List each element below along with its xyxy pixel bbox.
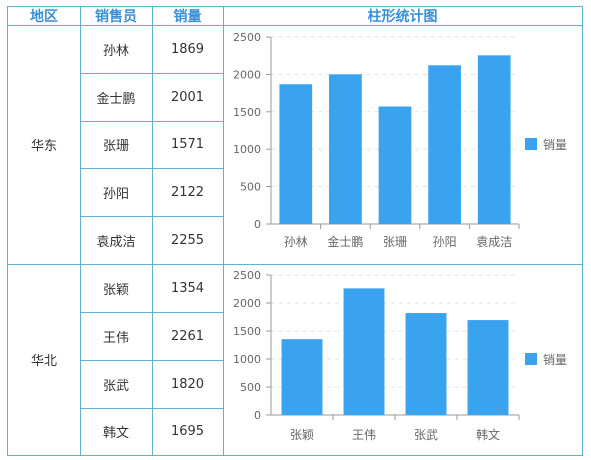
bar (281, 339, 323, 415)
header-salesperson: 销售员 (95, 9, 137, 25)
region-cell: 华东 (30, 139, 57, 154)
sales-table: 地区 销售员 销量 柱形统计图 华东 孙林 1869 金士鹏 2001 张珊 1… (7, 6, 583, 456)
salesperson-cell: 张武 (102, 378, 129, 394)
salesperson-cell: 袁成洁 (96, 234, 136, 250)
y-tick-label: 0 (254, 218, 261, 231)
salesperson-cell: 孙阳 (102, 186, 129, 202)
region-cell: 华北 (30, 354, 57, 369)
header-chart: 柱形统计图 (367, 9, 438, 25)
y-tick-label: 2000 (233, 68, 261, 81)
salesperson-cell: 张珊 (102, 139, 129, 154)
bar (428, 65, 461, 224)
header-divider (8, 25, 582, 26)
row-divider (80, 360, 223, 361)
x-tick-label: 张武 (414, 428, 438, 442)
y-tick-label: 1000 (233, 143, 261, 156)
sales-cell: 1571 (170, 137, 205, 152)
sales-cell: 1820 (170, 376, 205, 392)
y-tick-label: 2000 (233, 297, 261, 310)
y-tick-label: 2500 (233, 31, 261, 44)
x-tick-label: 王伟 (352, 428, 376, 442)
sales-cell: 1695 (170, 424, 205, 439)
salesperson-cell: 孙林 (102, 43, 129, 59)
legend-label[interactable]: 销量 (543, 353, 567, 367)
row-divider (80, 121, 223, 122)
column-divider (223, 7, 224, 455)
legend-swatch[interactable] (525, 353, 537, 365)
salesperson-cell: 张颖 (102, 282, 129, 298)
y-tick-label: 2500 (233, 269, 261, 282)
y-tick-label: 0 (254, 409, 261, 422)
bar-chart-east: 0 500 1000 1500 2000 2500 孙林 金士鹏 张珊 孙阳 袁成洁 销量 (233, 31, 567, 249)
x-tick-label: 袁成洁 (476, 235, 512, 249)
bar (343, 288, 385, 415)
header-sales: 销量 (173, 9, 202, 25)
x-tick-label: 张颖 (290, 428, 314, 442)
y-tick-label: 1000 (233, 353, 261, 366)
sales-cell: 2122 (170, 184, 205, 200)
salesperson-cell: 金士鹏 (96, 91, 136, 107)
row-divider (80, 73, 223, 74)
salesperson-cell: 韩文 (102, 426, 129, 441)
x-tick-label: 金士鹏 (327, 234, 363, 249)
x-tick-label: 韩文 (476, 427, 500, 442)
row-divider (80, 408, 223, 409)
y-tick-label: 500 (240, 381, 261, 394)
salesperson-cell: 王伟 (102, 330, 129, 346)
sales-cell: 1354 (170, 280, 205, 296)
legend-swatch[interactable] (525, 138, 537, 150)
y-tick-label: 500 (240, 181, 261, 194)
bar (477, 55, 511, 224)
row-divider (80, 312, 223, 313)
group-divider (8, 264, 582, 265)
x-tick-label: 孙林 (284, 235, 308, 249)
column-divider (80, 7, 81, 455)
x-tick-label: 张珊 (383, 235, 407, 249)
row-divider (80, 216, 223, 217)
bar (378, 106, 412, 224)
sales-cell: 2001 (170, 89, 205, 105)
bar (329, 74, 362, 224)
sales-cell: 2261 (170, 328, 205, 344)
x-tick-label: 孙阳 (433, 235, 457, 249)
bar-chart-north: 0 500 1000 1500 2000 2500 张颖 王伟 张武 韩文 销量 (233, 269, 567, 442)
legend-label[interactable]: 销量 (543, 138, 567, 152)
y-tick-label: 1500 (233, 325, 261, 338)
bar (405, 313, 447, 415)
sales-cell: 1869 (170, 41, 205, 57)
bar (467, 320, 509, 415)
header-region: 地区 (30, 9, 58, 25)
sales-cell: 2255 (170, 232, 205, 248)
column-divider (152, 7, 153, 455)
row-divider (80, 168, 223, 169)
y-tick-label: 1500 (233, 106, 261, 119)
bar (279, 84, 313, 225)
